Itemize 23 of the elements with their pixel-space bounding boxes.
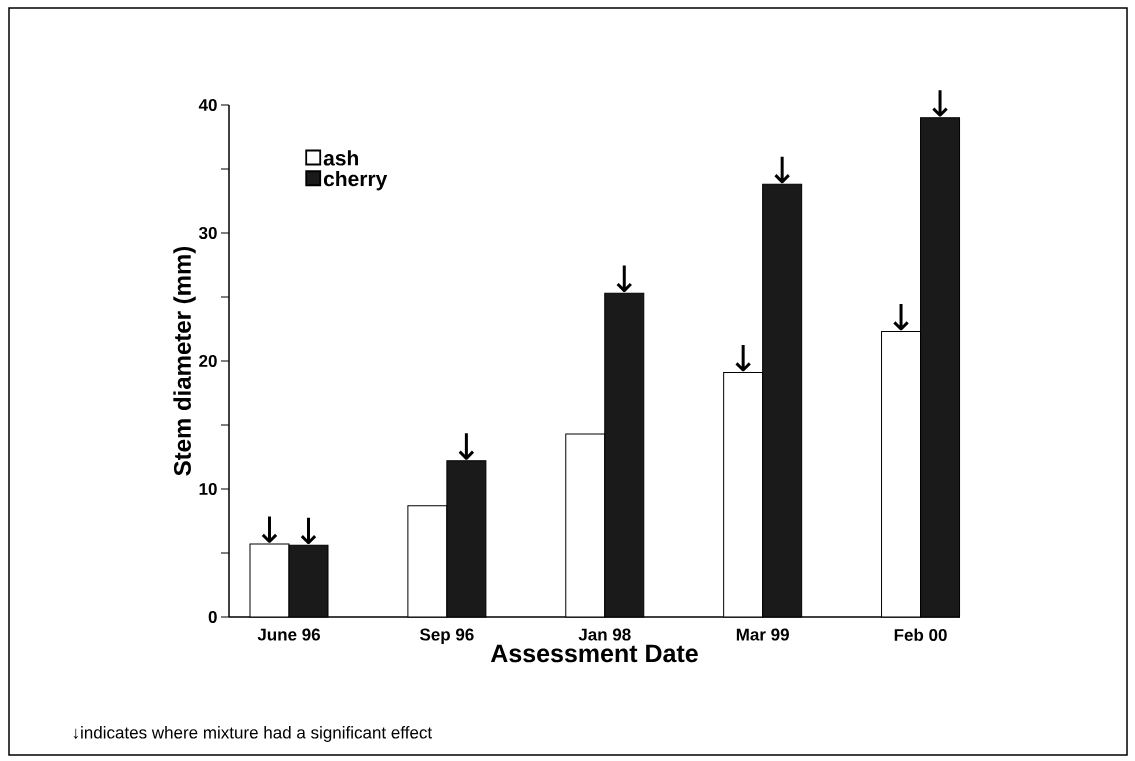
y-tick-label: 20 (199, 354, 217, 368)
annotation: ↓ (261, 516, 278, 543)
y-axis-title: Stem diameter (mm) (173, 246, 196, 476)
y-tick-label: 10 (199, 482, 217, 496)
x-axis-title: Assessment Date (490, 644, 698, 663)
y-tick-label: 0 (208, 610, 217, 624)
x-tick-label: Mar 99 (736, 628, 789, 641)
annotation: ↓ (932, 90, 948, 117)
annotation: ↓ (300, 517, 317, 545)
x-tick-label: Sep 96 (419, 628, 474, 644)
y-tick-label: 40 (198, 98, 217, 112)
x-tick-label: Jan 98 (578, 628, 631, 641)
x-tick-label: Feb 00 (894, 628, 947, 642)
annotation: ↓ (735, 344, 751, 372)
annotation: ↓ (458, 433, 475, 460)
y-tick-label: 30 (198, 226, 217, 240)
annotation: ↓ (893, 304, 909, 331)
legend-label: ash (323, 150, 358, 166)
text: ↓indicates where mixture had a significant effect (73, 726, 433, 742)
annotation: ↓ (774, 156, 790, 184)
x-tick-label: June 96 (257, 628, 321, 641)
legend-label: cherry (323, 170, 388, 191)
annotation: ↓ (616, 265, 632, 292)
